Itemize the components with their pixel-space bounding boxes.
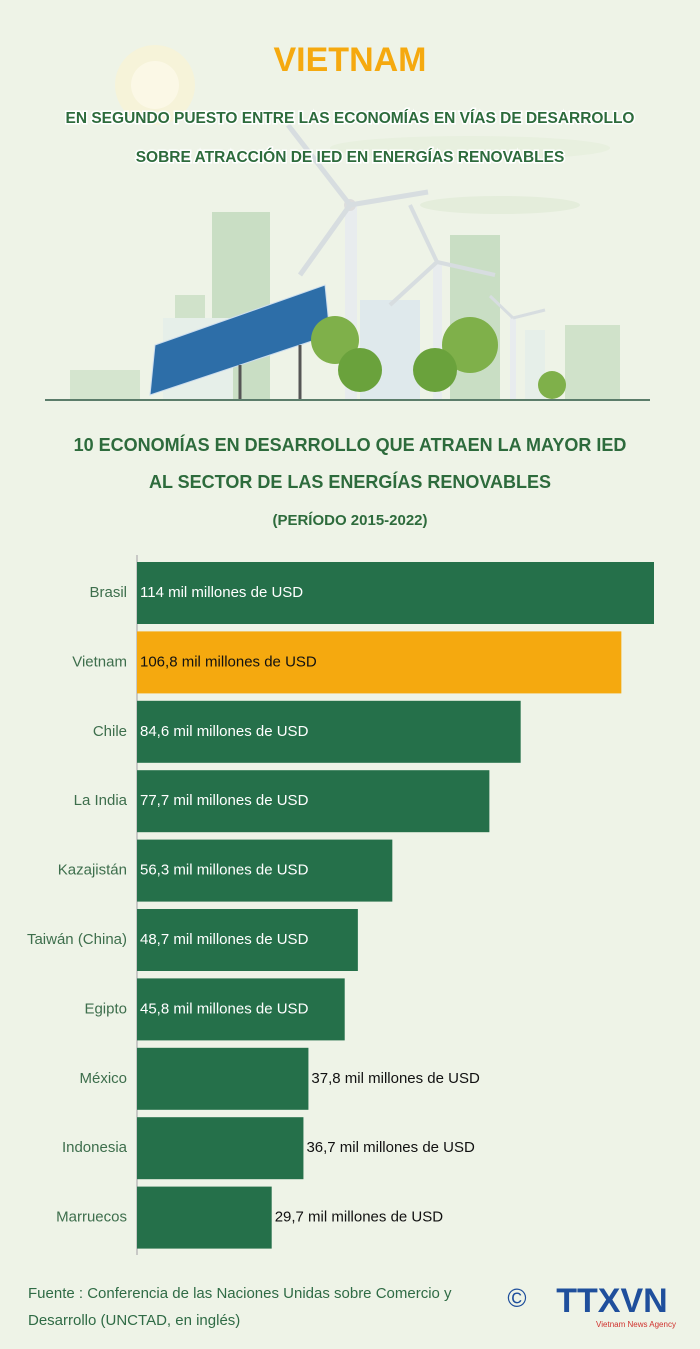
category-label: La India [74,792,128,809]
bar [137,770,490,833]
bar [137,1047,309,1110]
subtitle: EN SEGUNDO PUESTO ENTRE LAS ECONOMÍAS EN… [66,110,635,127]
value-label: 84,6 mil millones de USD [140,723,309,740]
category-label: Chile [93,723,127,740]
value-label: 45,8 mil millones de USD [140,1000,309,1017]
source: Fuente : Conferencia de las Naciones Uni… [28,1285,452,1329]
value-label: 36,7 mil millones de USD [306,1139,475,1156]
value-label: 48,7 mil millones de USD [140,931,309,948]
category-label: Vietnam [72,653,127,670]
bar [137,631,622,694]
value-label: 106,8 mil millones de USD [140,653,317,670]
chart-title: 10 ECONOMÍAS EN DESARROLLO QUE ATRAEN LA… [74,434,627,455]
category-label: Taiwán (China) [27,931,127,948]
logo: TTXVN [556,1282,667,1320]
bar [137,839,393,902]
category-label: Egipto [84,1000,127,1017]
logo-subtitle: Vietnam News Agency [596,1320,676,1329]
category-label: México [79,1070,127,1087]
bar [137,1117,304,1180]
bar [137,562,654,624]
category-label: Marruecos [56,1209,127,1226]
bar [137,1186,272,1249]
chart-title: AL SECTOR DE LAS ENERGÍAS RENOVABLES [149,471,551,492]
value-label: 56,3 mil millones de USD [140,862,309,879]
value-label: 37,8 mil millones de USD [311,1070,480,1087]
bar [137,909,358,971]
category-label: Brasil [89,584,127,601]
bar [137,700,521,763]
value-label: 114 mil millones de USD [140,584,303,601]
title: VIETNAM [274,41,427,79]
value-label: 77,7 mil millones de USD [140,792,309,809]
subtitle: SOBRE ATRACCIÓN DE IED EN ENERGÍAS RENOV… [136,148,565,166]
category-label: Kazajistán [58,862,127,879]
value-label: 29,7 mil millones de USD [275,1209,444,1226]
bar [137,978,345,1041]
category-label: Indonesia [62,1139,128,1156]
copyright: © [507,1283,526,1313]
illustration [45,45,650,401]
chart-subtitle: (PERÍODO 2015-2022) [272,512,427,529]
